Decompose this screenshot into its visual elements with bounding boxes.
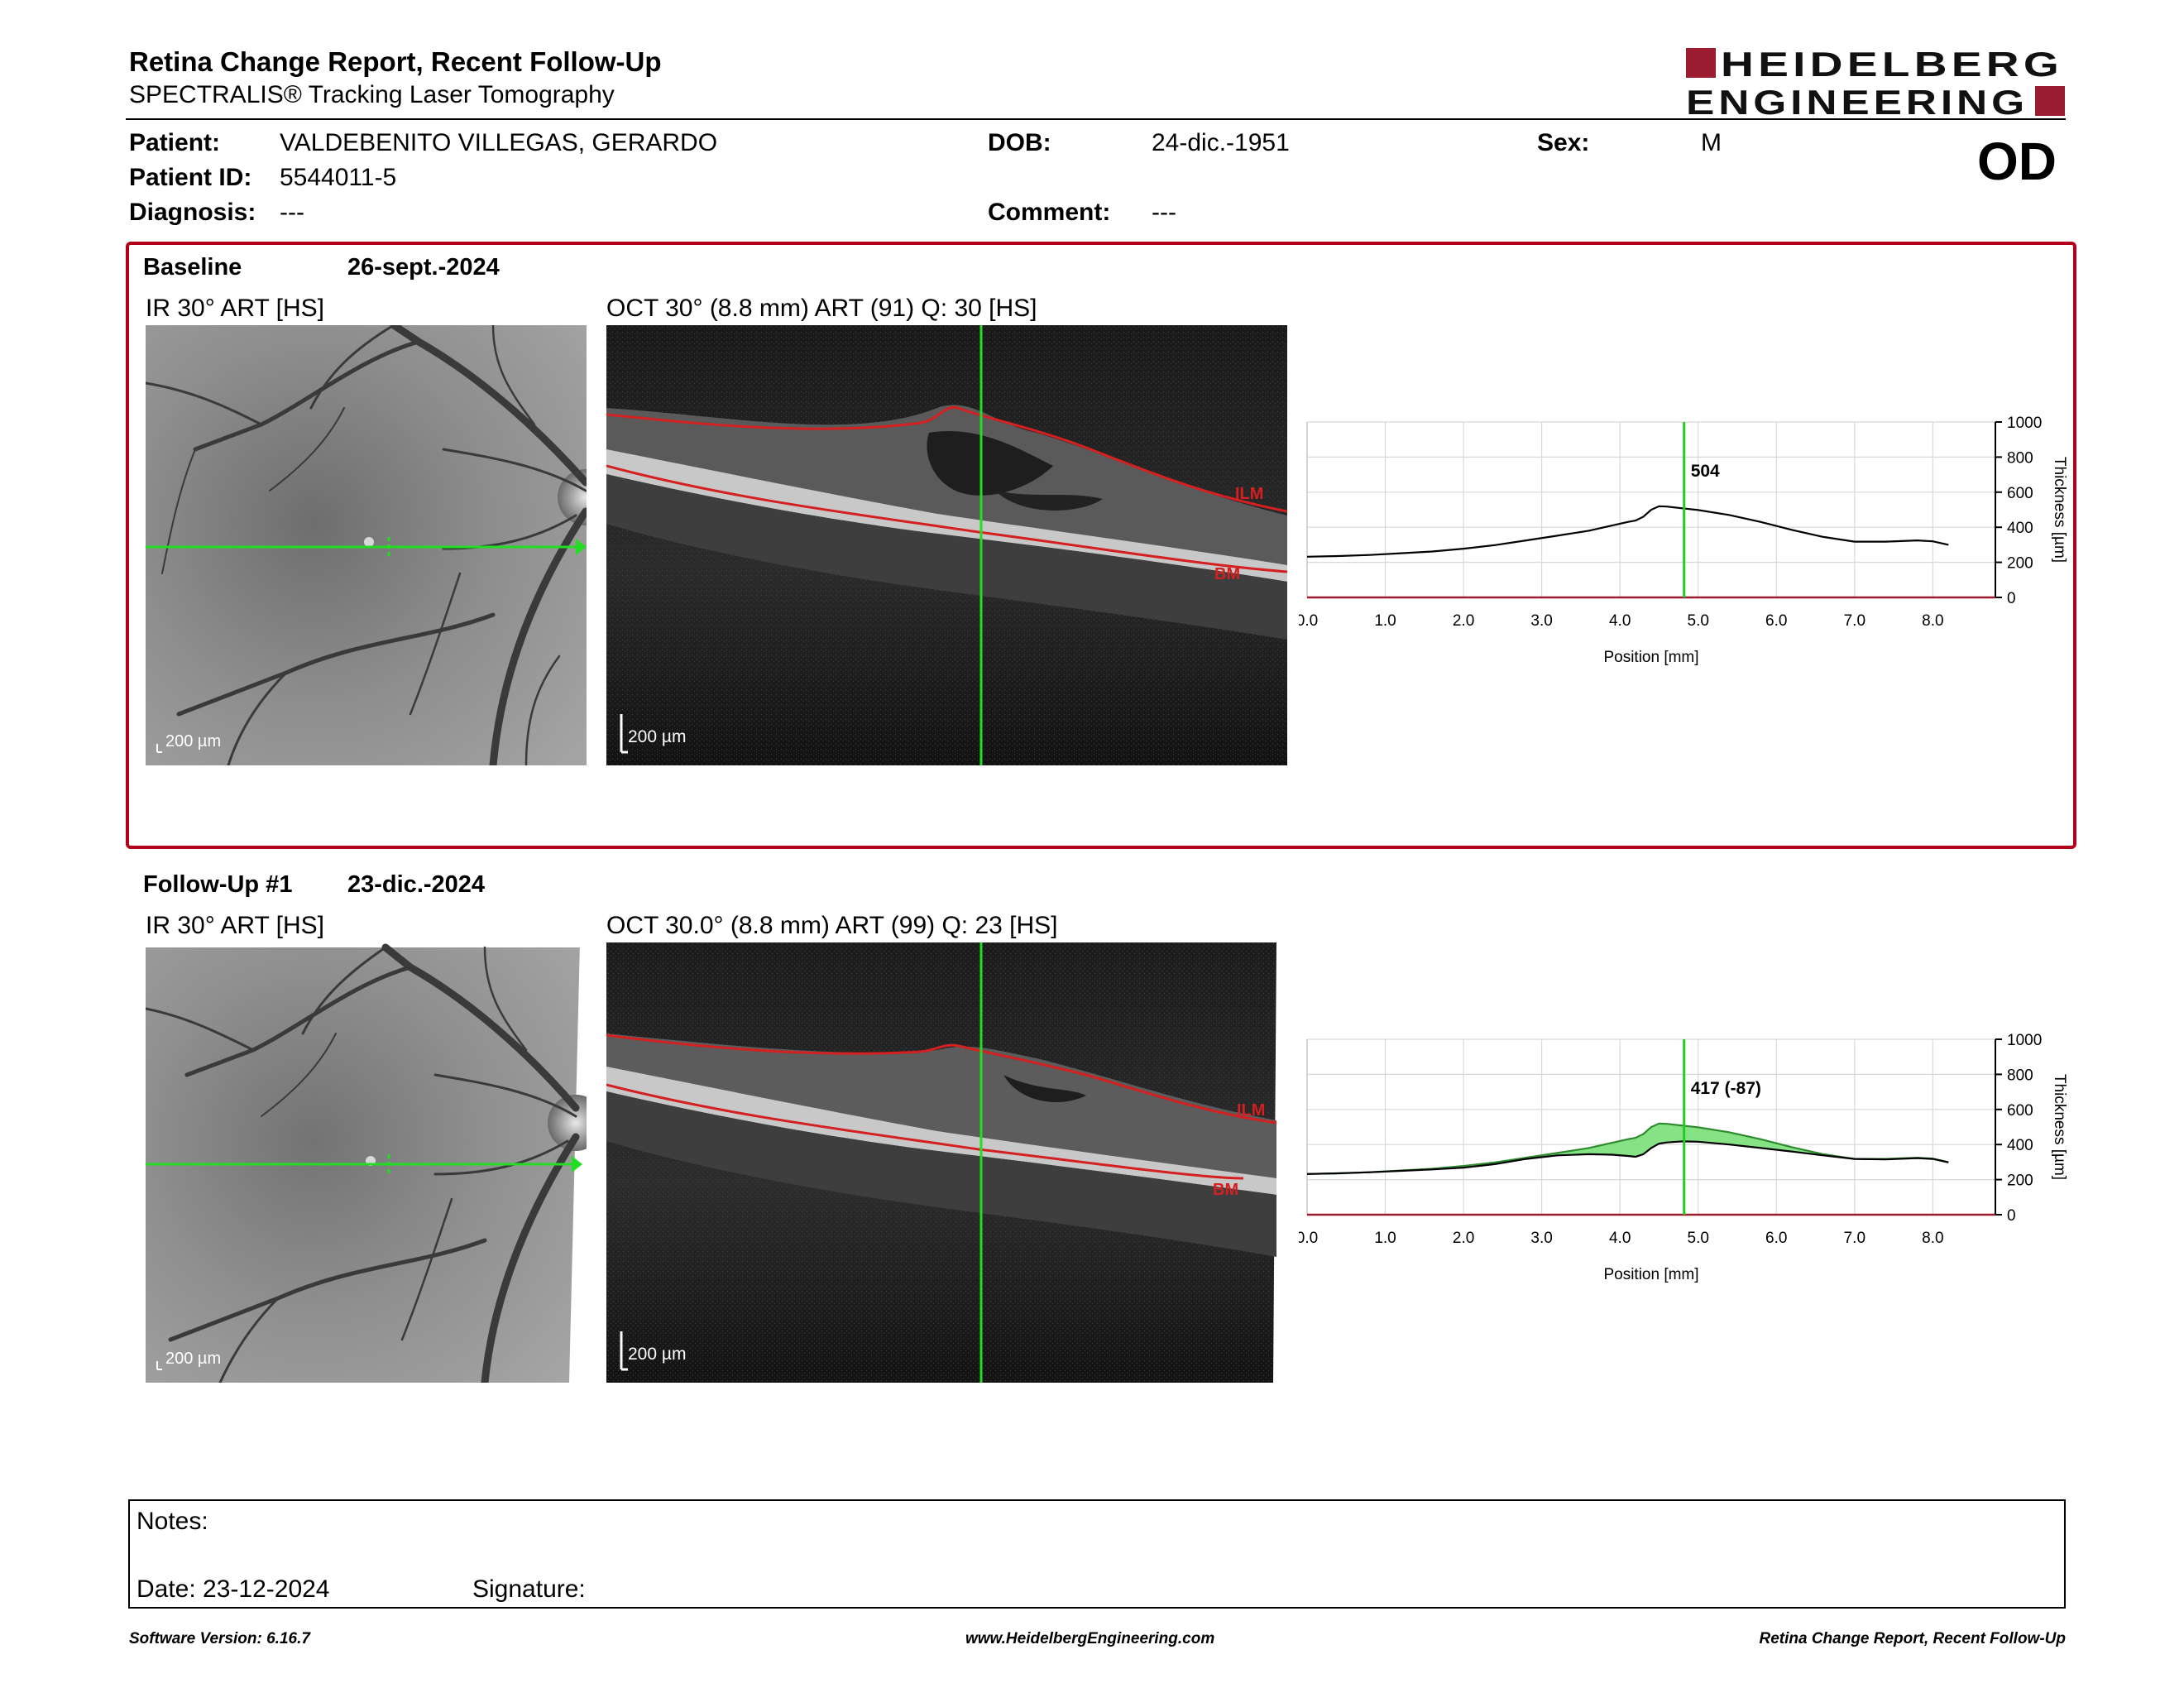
baseline-oct-caption: OCT 30° (8.8 mm) ART (91) Q: 30 [HS]	[606, 295, 1037, 322]
comment-value: ---	[1152, 199, 1176, 226]
diagnosis-value: ---	[280, 199, 304, 226]
baseline-oct-bscan-image: ILM BM 200 µm	[606, 325, 1287, 765]
x-tick-label: 6.0	[1765, 1230, 1787, 1247]
baseline-bm-label: BM	[1214, 565, 1241, 583]
x-tick-label: 1.0	[1374, 1230, 1396, 1247]
baseline-ilm-label: ILM	[1235, 485, 1264, 503]
y-axis-label: Thickness [µm]	[2051, 1074, 2068, 1180]
followup-ir-fundus-image: 200 µm	[146, 942, 587, 1383]
dob-value: 24-dic.-1951	[1152, 129, 1290, 156]
x-tick-label: 1.0	[1374, 612, 1396, 630]
x-tick-label: 8.0	[1922, 1230, 1943, 1247]
followup-oct-bscan-image: ILM BM 200 µm	[606, 942, 1287, 1383]
baseline-ir-caption: IR 30° ART [HS]	[146, 295, 324, 322]
x-tick-label: 3.0	[1530, 1230, 1552, 1247]
x-tick-label: 0.0	[1299, 612, 1318, 630]
dob-label: DOB:	[988, 129, 1051, 156]
x-tick-label: 8.0	[1922, 612, 1943, 630]
x-tick-label: 3.0	[1530, 612, 1552, 630]
thickness-series-line-1	[1306, 1140, 1949, 1175]
y-tick-label: 600	[2007, 485, 2033, 502]
footer-report-name: Retina Change Report, Recent Follow-Up	[1759, 1630, 2066, 1647]
baseline-date: 26-sept.-2024	[347, 254, 500, 281]
y-tick-label: 200	[2007, 1172, 2033, 1190]
y-axis-label: Thickness [µm]	[2051, 457, 2068, 563]
cursor-value-label: 417 (-87)	[1691, 1079, 1761, 1098]
svg-text:ENGINEERING: ENGINEERING	[1686, 83, 2028, 119]
baseline-frame	[126, 242, 2076, 849]
notes-box[interactable]: Notes: Date: 23-12-2024 Signature:	[128, 1499, 2066, 1609]
x-tick-label: 5.0	[1688, 1230, 1709, 1247]
comment-label: Comment:	[988, 199, 1111, 226]
followup-bm-label: BM	[1213, 1181, 1239, 1199]
x-tick-label: 5.0	[1688, 612, 1709, 630]
baseline-ir-scale-label: 200 µm	[165, 732, 222, 750]
x-tick-label: 7.0	[1844, 1230, 1866, 1247]
followup-oct-caption: OCT 30.0° (8.8 mm) ART (99) Q: 23 [HS]	[606, 912, 1058, 939]
cursor-value-label: 504	[1691, 462, 1720, 481]
eye-indicator: OD	[1977, 132, 2057, 191]
y-tick-label: 1000	[2007, 1032, 2042, 1049]
report-title: Retina Change Report, Recent Follow-Up	[129, 46, 662, 77]
x-tick-label: 4.0	[1609, 1230, 1631, 1247]
followup-oct-scale-label: 200 µm	[628, 1345, 687, 1364]
footer-software-version: Software Version: 6.16.7	[129, 1630, 310, 1647]
signature-label: Signature:	[472, 1575, 586, 1603]
diagnosis-label: Diagnosis:	[129, 199, 256, 226]
y-tick-label: 800	[2007, 449, 2033, 467]
patient-id: 5544011-5	[280, 164, 397, 191]
thickness-series-line-0	[1306, 505, 1949, 558]
followup-thickness-chart: 0 200 400 600 800 1000 0.0 1.0 2.0 3.0 4.0 5.0 6.0 7.…	[1299, 1032, 2068, 1283]
x-axis-label: Position [mm]	[1603, 1266, 1698, 1283]
x-axis-label: Position [mm]	[1603, 649, 1698, 666]
y-tick-label: 400	[2007, 1137, 2033, 1154]
thickness-difference-area	[1307, 1123, 1949, 1174]
followup-ir-scale-label: 200 µm	[165, 1350, 222, 1368]
y-tick-label: 0	[2007, 1207, 2016, 1225]
patient-label: Patient:	[129, 129, 221, 156]
y-tick-label: 0	[2007, 590, 2016, 607]
x-tick-label: 4.0	[1609, 612, 1631, 630]
patient-name: VALDEBENITO VILLEGAS, GERARDO	[280, 129, 718, 156]
sex-value: M	[1701, 129, 1722, 156]
heidelberg-logo: HEIDELBERG ENGINEERING	[1686, 43, 2067, 122]
notes-label: Notes:	[136, 1508, 208, 1535]
y-tick-label: 1000	[2007, 415, 2042, 432]
report-subtitle: SPECTRALIS® Tracking Laser Tomography	[129, 81, 615, 108]
baseline-ir-fundus-image: 200 µm	[146, 325, 587, 765]
patient-id-label: Patient ID:	[129, 164, 252, 191]
footer-website[interactable]: www.HeidelbergEngineering.com	[965, 1630, 1215, 1647]
followup-date: 23-dic.-2024	[347, 871, 486, 898]
x-tick-label: 0.0	[1299, 1230, 1318, 1247]
notes-date: Date: 23-12-2024	[136, 1575, 330, 1603]
followup-label: Follow-Up #1	[143, 871, 293, 898]
y-tick-label: 400	[2007, 520, 2033, 537]
x-tick-label: 6.0	[1765, 612, 1787, 630]
baseline-label: Baseline	[143, 254, 242, 281]
svg-text:HEIDELBERG: HEIDELBERG	[1721, 45, 2063, 84]
followup-ilm-label: ILM	[1237, 1101, 1266, 1120]
followup-ir-caption: IR 30° ART [HS]	[146, 912, 324, 939]
baseline-oct-scale-label: 200 µm	[628, 727, 687, 746]
y-tick-label: 600	[2007, 1102, 2033, 1120]
x-tick-label: 2.0	[1453, 612, 1474, 630]
sex-label: Sex:	[1537, 129, 1590, 156]
x-tick-label: 7.0	[1844, 612, 1866, 630]
x-tick-label: 2.0	[1453, 1230, 1474, 1247]
baseline-thickness-chart: 0 200 400 600 800 1000 0.0 1.0 2.0 3.0 4.0 5.0 6.0 7.…	[1299, 415, 2068, 666]
header-divider	[126, 118, 2066, 120]
y-tick-label: 200	[2007, 555, 2033, 573]
y-tick-label: 800	[2007, 1067, 2033, 1084]
